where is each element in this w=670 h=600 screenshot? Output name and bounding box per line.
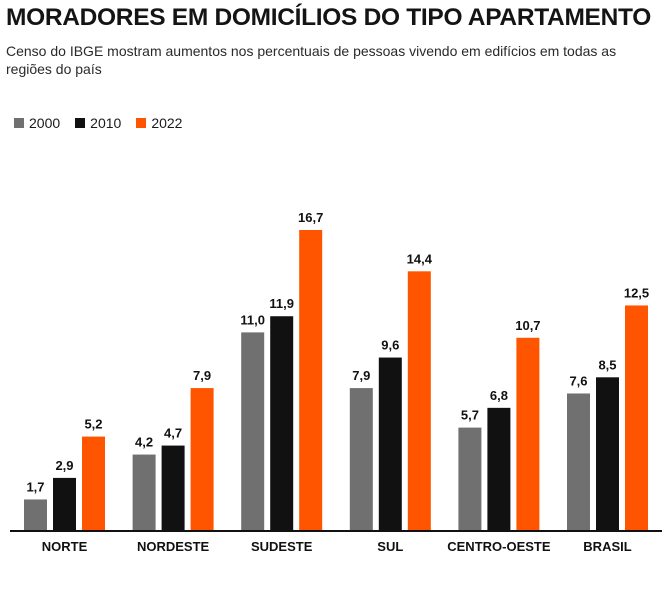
legend-swatch-2022: [136, 118, 147, 128]
x-tick-label-nordeste: NORDESTE: [137, 539, 210, 554]
chart-title: MORADORES EM DOMICÍLIOS DO TIPO APARTAME…: [6, 4, 651, 31]
value-label-sudeste-2000: 11,0: [240, 312, 265, 327]
bar-brasil-2010: [596, 377, 619, 530]
chart-subtitle: Censo do IBGE mostram aumentos nos perce…: [6, 43, 617, 77]
legend-swatch-2000: [14, 118, 24, 128]
bar-brasil-2022: [625, 305, 648, 530]
bar-sul-2000: [349, 388, 373, 530]
bar-brasil-2000: [567, 393, 590, 530]
value-label-sul-2000: 7,9: [352, 368, 370, 383]
value-label-norte-2010: 2,9: [55, 458, 73, 473]
bar-norte-2022: [82, 436, 105, 530]
legend-item-2022: 2022: [136, 115, 182, 131]
bar-sul-2022: [407, 271, 431, 530]
bar-centro-oeste-2010: [487, 407, 511, 530]
value-label-sudeste-2010: 11,9: [269, 296, 294, 311]
value-label-brasil-2022: 12,5: [624, 285, 649, 300]
bar-centro-oeste-2022: [516, 337, 540, 530]
x-tick-label-sudeste: SUDESTE: [251, 539, 313, 554]
bar-nordeste-2010: [161, 445, 185, 530]
legend-label-2022: 2022: [151, 115, 183, 131]
value-label-centro-oeste-2010: 6,8: [490, 388, 508, 403]
value-label-nordeste-2022: 7,9: [193, 368, 211, 383]
bar-sudeste-2010: [270, 316, 294, 530]
bar-centro-oeste-2000: [458, 427, 482, 530]
value-label-norte-2022: 5,2: [84, 417, 102, 432]
value-label-brasil-2000: 7,6: [569, 373, 587, 388]
x-tick-label-norte: NORTE: [42, 539, 88, 554]
value-label-norte-2000: 1,7: [26, 479, 44, 494]
x-tick-label-centro-oeste: CENTRO-OESTE: [447, 539, 551, 554]
x-tick-label-brasil: BRASIL: [583, 539, 631, 554]
legend: 2000 2010 2022: [14, 115, 197, 131]
value-label-sudeste-2022: 16,7: [298, 210, 323, 225]
bar-norte-2000: [24, 499, 47, 530]
legend-item-2000: 2000: [14, 115, 60, 131]
x-tick-label-sul: SUL: [377, 539, 403, 554]
legend-swatch-2010: [75, 118, 86, 128]
bar-nordeste-2000: [132, 454, 156, 530]
value-label-nordeste-2010: 4,7: [164, 426, 182, 441]
value-label-brasil-2010: 8,5: [598, 357, 616, 372]
bar-sudeste-2022: [299, 230, 323, 530]
value-label-centro-oeste-2022: 10,7: [515, 318, 540, 333]
value-label-sul-2010: 9,6: [381, 338, 399, 353]
legend-label-2010: 2010: [90, 115, 122, 131]
value-label-sul-2022: 14,4: [407, 251, 433, 266]
bar-nordeste-2022: [190, 388, 214, 530]
bar-sul-2010: [378, 357, 402, 530]
bar-norte-2010: [53, 477, 76, 530]
value-label-nordeste-2000: 4,2: [135, 435, 153, 450]
bar-sudeste-2000: [241, 332, 265, 530]
legend-item-2010: 2010: [75, 115, 121, 131]
legend-label-2000: 2000: [29, 115, 61, 131]
value-label-centro-oeste-2000: 5,7: [461, 408, 479, 423]
